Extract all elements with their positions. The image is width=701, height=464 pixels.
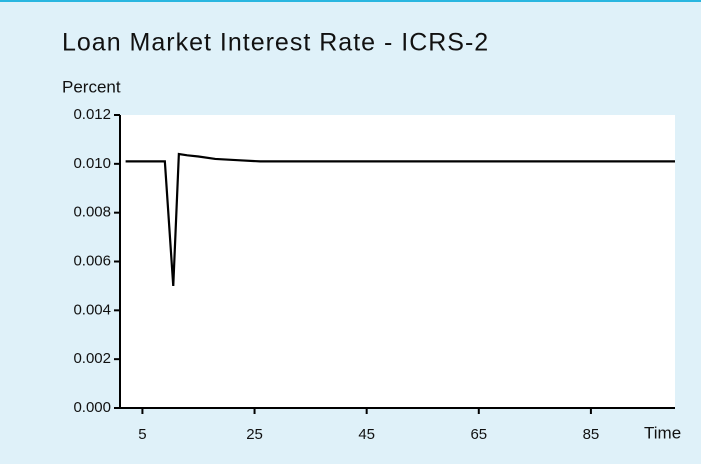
y-tick-label: 0.000 [73,399,111,416]
y-tick-label: 0.012 [73,106,111,123]
x-tick-label: 25 [246,426,263,443]
data-line [125,152,675,286]
y-tick-label: 0.002 [73,350,111,367]
y-tick-label: 0.008 [73,204,111,221]
x-axis-label: Time [644,423,681,442]
x-tick-label: 5 [138,426,146,443]
chart-title: Loan Market Interest Rate - ICRS-2 [62,29,489,57]
x-tick-label: 45 [358,426,375,443]
x-tick-label: 65 [470,426,487,443]
y-tick-label: 0.010 [73,155,111,172]
y-axis-label: Percent [62,77,121,96]
y-tick-label: 0.004 [73,301,111,318]
y-tick-label: 0.006 [73,252,111,269]
plot-area [120,115,675,408]
x-tick-label: 85 [583,426,600,443]
